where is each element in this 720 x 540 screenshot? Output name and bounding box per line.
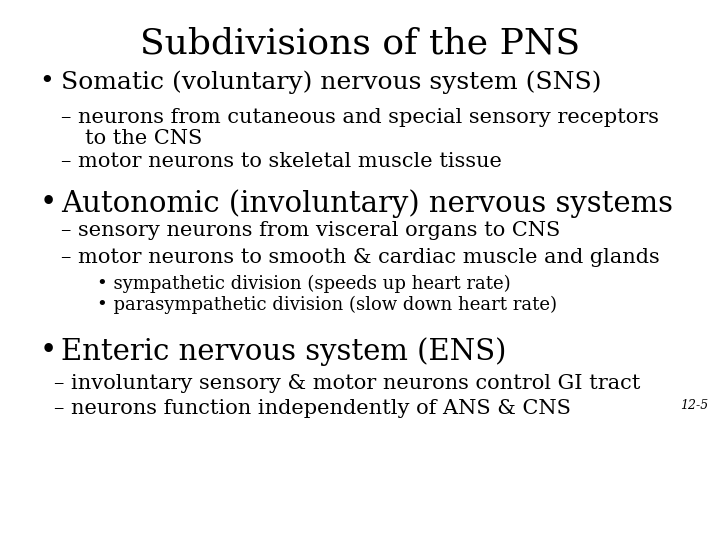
Text: •: • (40, 70, 54, 93)
Text: 12-5: 12-5 (680, 399, 708, 411)
Text: •: • (40, 338, 57, 366)
Text: Somatic (voluntary) nervous system (SNS): Somatic (voluntary) nervous system (SNS) (61, 70, 602, 94)
Text: – involuntary sensory & motor neurons control GI tract: – involuntary sensory & motor neurons co… (54, 374, 640, 393)
Text: – neurons from cutaneous and special sensory receptors: – neurons from cutaneous and special sen… (61, 108, 660, 127)
Text: • sympathetic division (speeds up heart rate): • sympathetic division (speeds up heart … (97, 274, 510, 293)
Text: Autonomic (involuntary) nervous systems: Autonomic (involuntary) nervous systems (61, 189, 673, 218)
Text: • parasympathetic division (slow down heart rate): • parasympathetic division (slow down he… (97, 296, 557, 314)
Text: to the CNS: to the CNS (85, 129, 202, 147)
Text: •: • (40, 189, 57, 217)
Text: – sensory neurons from visceral organs to CNS: – sensory neurons from visceral organs t… (61, 221, 560, 240)
Text: – motor neurons to smooth & cardiac muscle and glands: – motor neurons to smooth & cardiac musc… (61, 248, 660, 267)
Text: – motor neurons to skeletal muscle tissue: – motor neurons to skeletal muscle tissu… (61, 152, 502, 171)
Text: Enteric nervous system (ENS): Enteric nervous system (ENS) (61, 338, 507, 366)
Text: Subdivisions of the PNS: Subdivisions of the PNS (140, 27, 580, 61)
Text: – neurons function independently of ANS & CNS: – neurons function independently of ANS … (54, 399, 571, 417)
